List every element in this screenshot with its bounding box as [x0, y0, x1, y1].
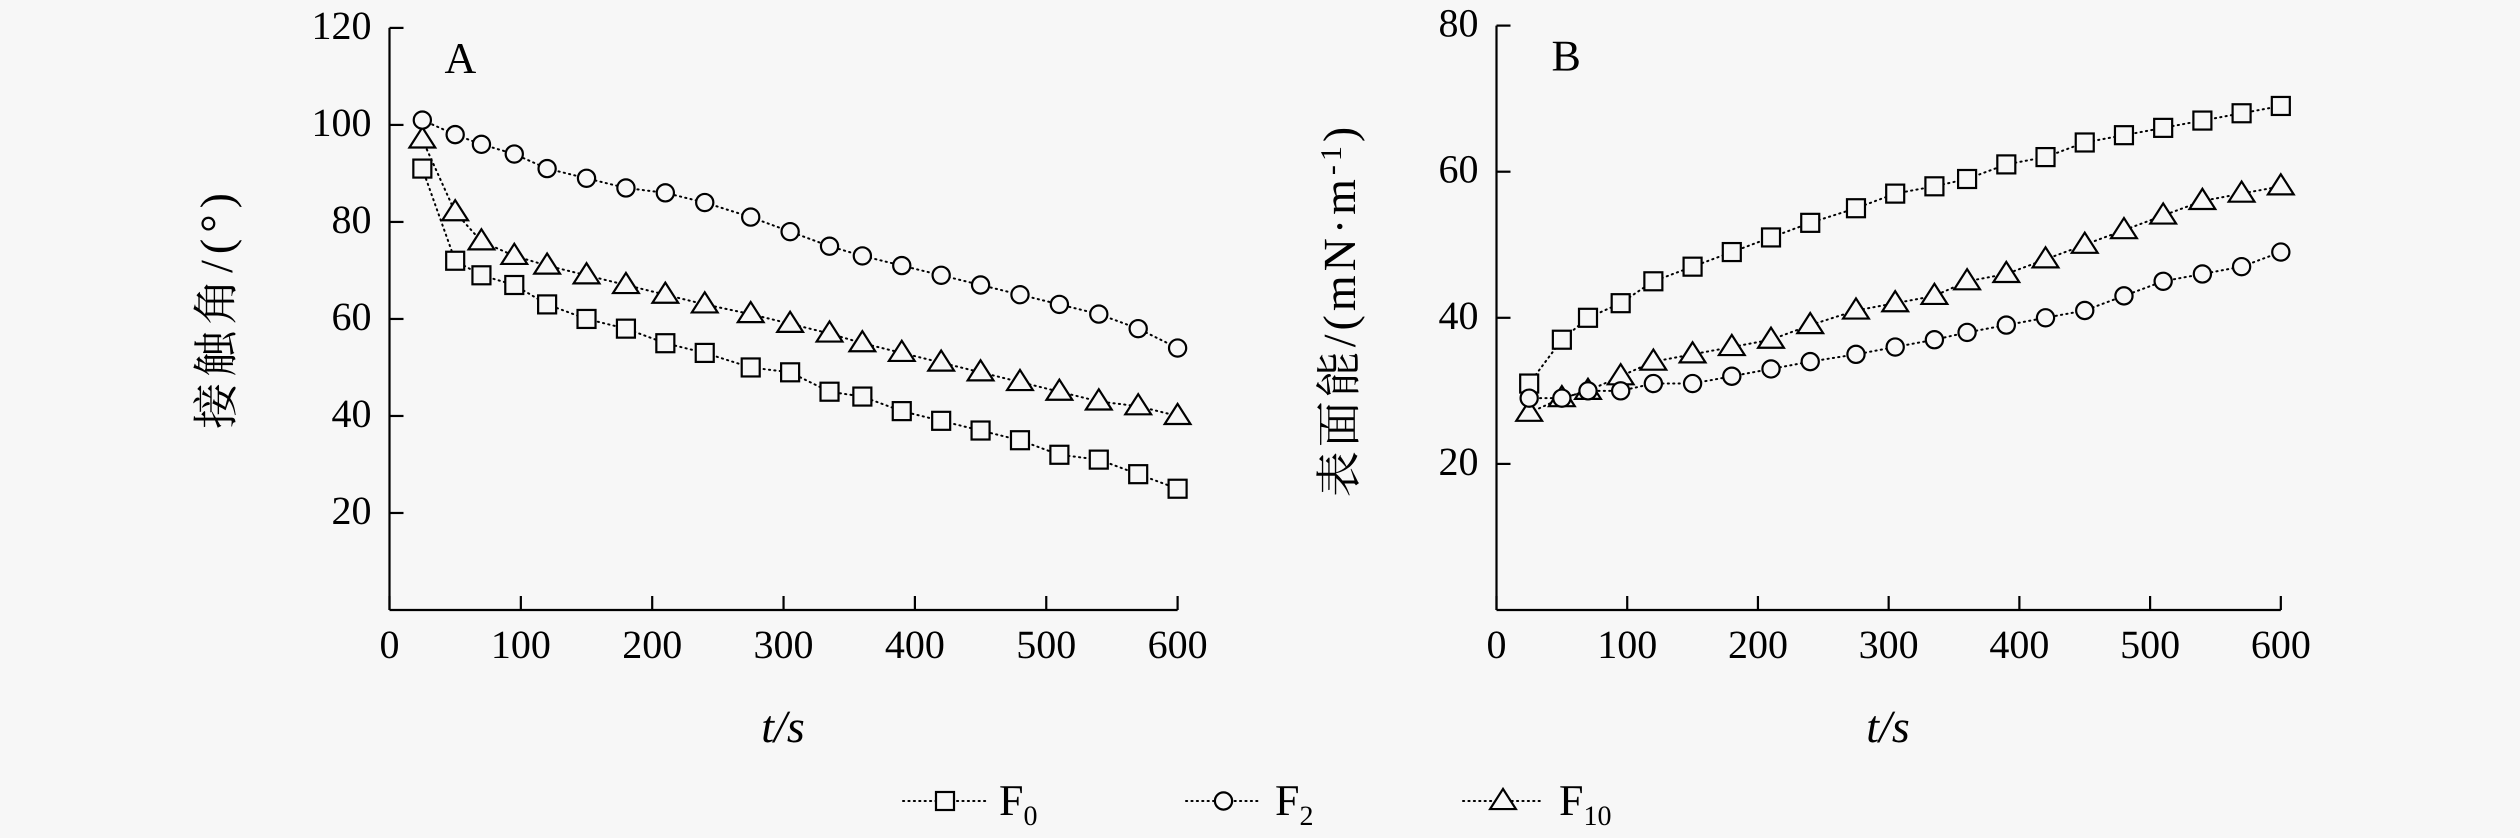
svg-text:t/s: t/s — [1866, 701, 1909, 752]
svg-text:600: 600 — [2251, 622, 2311, 667]
svg-text:300: 300 — [1859, 622, 1919, 667]
svg-text:接触角/(°): 接触角/(°) — [191, 187, 242, 429]
svg-text:400: 400 — [1989, 622, 2049, 667]
svg-text:B: B — [1552, 32, 1581, 81]
svg-text:20: 20 — [1439, 439, 1479, 484]
svg-text:60: 60 — [332, 294, 372, 339]
svg-text:600: 600 — [1148, 622, 1208, 667]
svg-text:100: 100 — [312, 100, 372, 145]
svg-text:300: 300 — [754, 622, 814, 667]
svg-text:A: A — [445, 34, 477, 83]
svg-text:20: 20 — [332, 488, 372, 533]
svg-text:100: 100 — [1597, 622, 1657, 667]
svg-text:200: 200 — [1728, 622, 1788, 667]
svg-text:40: 40 — [1439, 293, 1479, 338]
svg-text:80: 80 — [1439, 1, 1479, 46]
svg-text:表面能/(mN·m-1): 表面能/(mN·m-1) — [1314, 123, 1365, 498]
svg-text:500: 500 — [2120, 622, 2180, 667]
svg-text:40: 40 — [332, 391, 372, 436]
svg-text:80: 80 — [332, 197, 372, 242]
svg-text:0: 0 — [380, 622, 400, 667]
svg-text:100: 100 — [491, 622, 551, 667]
svg-text:120: 120 — [312, 3, 372, 48]
svg-text:0: 0 — [1487, 622, 1507, 667]
svg-text:60: 60 — [1439, 147, 1479, 192]
svg-text:400: 400 — [885, 622, 945, 667]
svg-text:500: 500 — [1016, 622, 1076, 667]
svg-text:200: 200 — [622, 622, 682, 667]
svg-text:t/s: t/s — [761, 701, 804, 752]
